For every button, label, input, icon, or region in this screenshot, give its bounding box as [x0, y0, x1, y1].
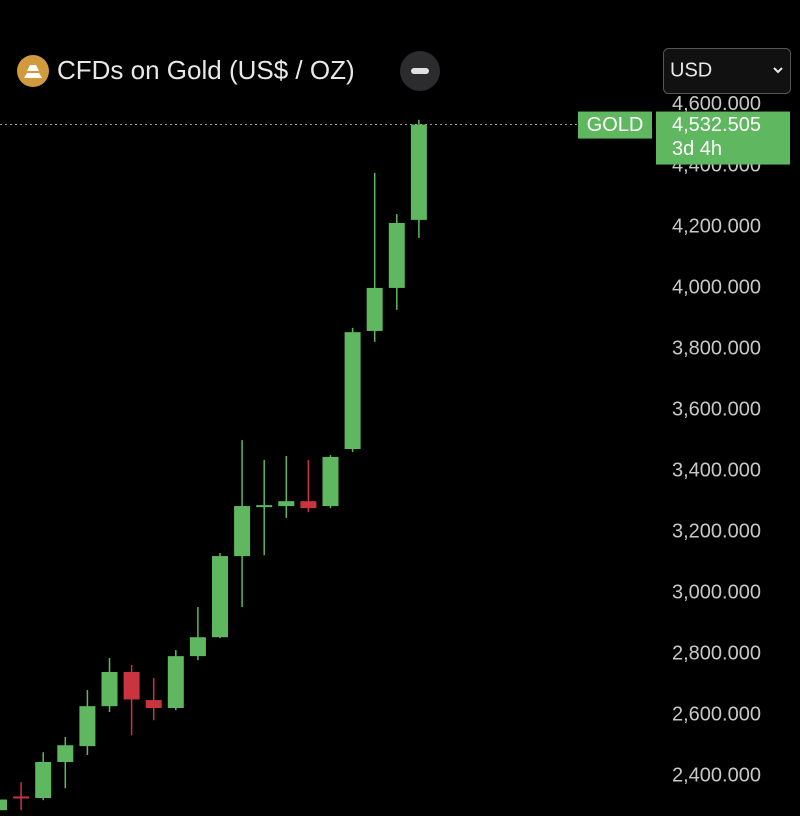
candle-body [167, 656, 184, 709]
candle-body [344, 332, 361, 450]
chart-title: CFDs on Gold (US$ / OZ) [57, 55, 355, 85]
candle-body [256, 505, 273, 508]
y-tick-label: 2,600.000 [672, 703, 761, 725]
candle-body [145, 700, 162, 709]
y-tick-label: 4,200.000 [672, 215, 761, 237]
candle-body [322, 456, 339, 507]
candle-body [79, 706, 96, 747]
symbol-label: GOLD [587, 114, 644, 136]
collapse-icon [411, 68, 429, 74]
candle-body [278, 501, 295, 507]
candle-body [366, 287, 383, 331]
y-tick-label: 3,000.000 [672, 581, 761, 603]
y-tick-label: 3,800.000 [672, 337, 761, 359]
candle-body [13, 796, 30, 799]
candle-body [234, 506, 251, 557]
countdown-label: 3d 4h [672, 138, 722, 160]
price-badge [656, 111, 790, 165]
candle-body [189, 637, 206, 657]
y-tick-label: 4,600.000 [672, 93, 761, 115]
y-tick-label: 2,800.000 [672, 642, 761, 664]
currency-label: USD [670, 59, 712, 81]
candle-body [57, 745, 74, 763]
plot-area: 2,400.000 2,600.000 2,800.000 3,000.000 3,20… [0, 93, 790, 811]
select-chevron [773, 67, 783, 74]
candle-body [101, 672, 118, 707]
candle-body [388, 222, 405, 288]
candle-body [410, 124, 427, 220]
last-price-label: 4,532.505 [672, 114, 761, 136]
y-tick-label: 3,600.000 [672, 398, 761, 420]
candle-body [0, 799, 7, 811]
y-tick-label: 3,400.000 [672, 459, 761, 481]
candle-body [300, 501, 317, 509]
y-tick-label: 4,000.000 [672, 276, 761, 298]
gold-icon-bars [24, 65, 42, 78]
candle-body [123, 672, 140, 700]
y-tick-label: 3,200.000 [672, 520, 761, 542]
symbol-badge [578, 111, 652, 139]
currency-select[interactable] [663, 48, 791, 94]
y-tick-label: 2,400.000 [672, 764, 761, 786]
candle-body [35, 762, 52, 799]
candle-body [212, 556, 228, 638]
